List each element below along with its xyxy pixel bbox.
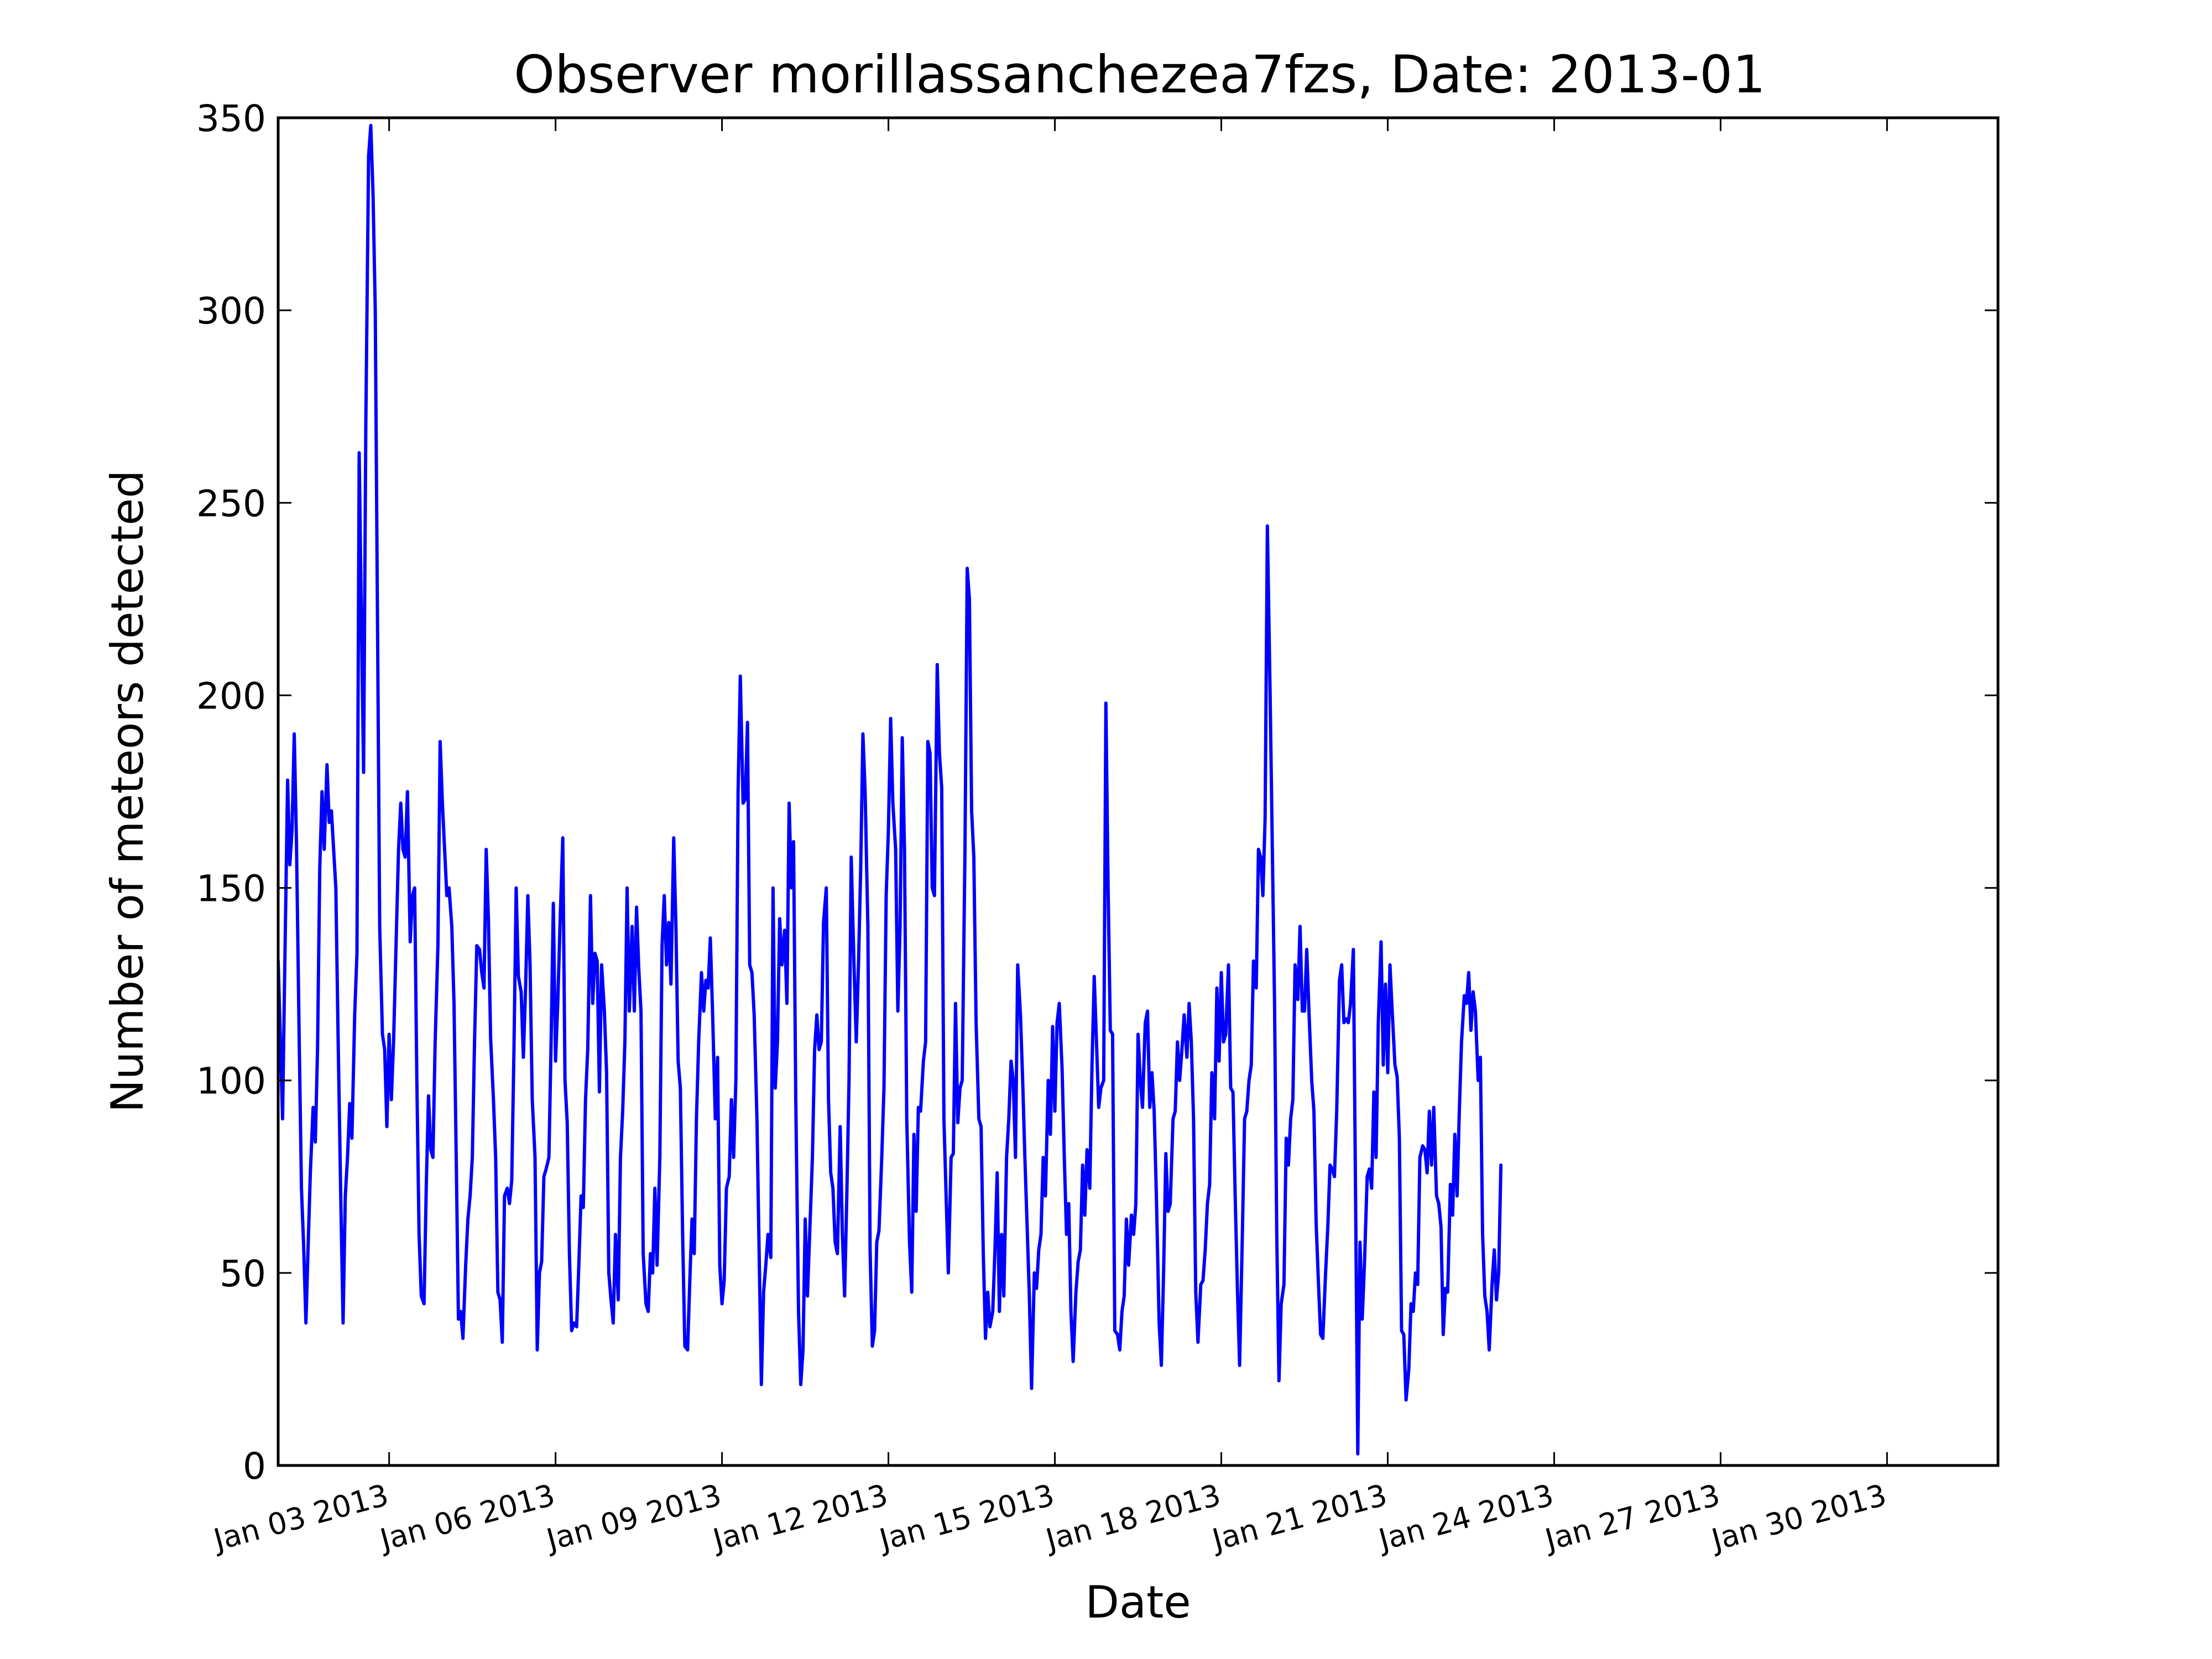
y-tick-label: 350	[196, 97, 266, 140]
y-tick-label: 150	[196, 868, 266, 910]
y-tick-label: 250	[196, 482, 266, 525]
y-tick-label: 100	[196, 1060, 266, 1103]
y-tick-label: 0	[243, 1445, 266, 1488]
y-axis: 0 50 100 150 200 250 300 350	[196, 97, 1998, 1488]
plot-frame	[276, 116, 2000, 1467]
y-tick-label: 300	[196, 290, 266, 332]
y-tick-label: 200	[196, 675, 266, 717]
chart-title: Observer morillassanchezea7fzs, Date: 20…	[514, 45, 1766, 105]
series-line-meteors	[278, 123, 1503, 1456]
x-axis-label: Date	[1085, 1577, 1191, 1628]
y-tick-label: 50	[220, 1253, 266, 1295]
y-axis-label: Number of meteors detected	[102, 470, 153, 1113]
